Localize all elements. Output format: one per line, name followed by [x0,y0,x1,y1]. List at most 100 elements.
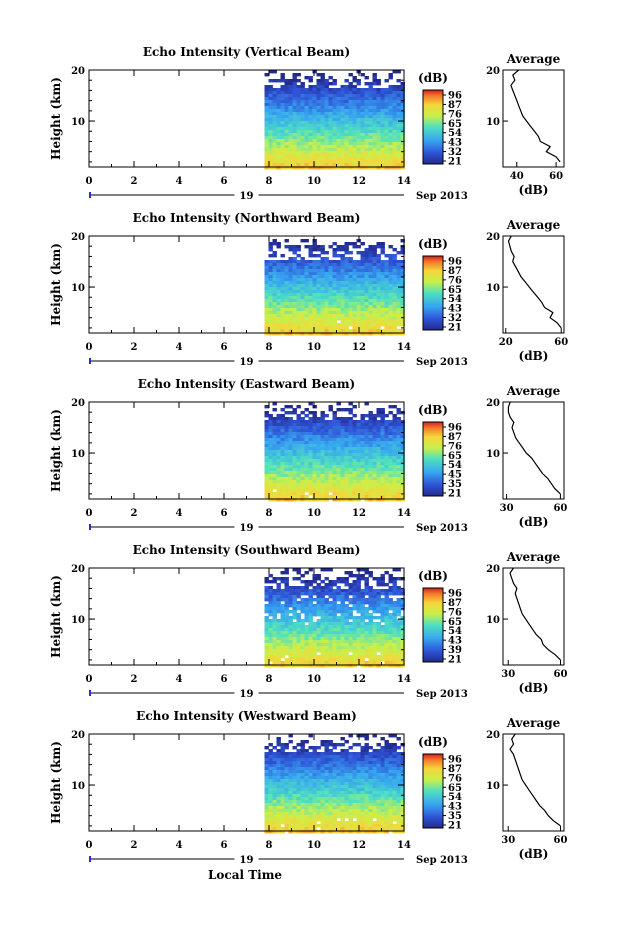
heatmap-cell [376,459,381,463]
heatmap-cell [320,444,325,448]
heatmap-cell [292,311,297,315]
heatmap-cell [332,580,337,584]
heatmap-cell [328,142,333,146]
heatmap-cell [276,435,281,439]
colorbar-tick-label: 54 [448,128,462,139]
heatmap-cell [268,465,273,469]
heatmap-cell [268,254,273,258]
heatmap-cell [392,764,397,768]
heatmap-cell [348,329,353,333]
heatmap-cell [356,278,361,282]
heatmap-cell [396,88,401,92]
heatmap-cell [316,136,321,140]
heatmap-cell [272,166,277,170]
heatmap-cell [396,115,401,119]
heatmap-cell [384,758,389,762]
heatmap-cell [328,112,333,116]
heatmap-cell [292,269,297,273]
heatmap-cell [284,616,289,620]
heatmap-cell [328,616,333,620]
heatmap-cell [388,477,393,481]
heatmap-cell [280,577,285,581]
heatmap-cell [332,640,337,644]
heatmap-cell [288,456,293,460]
heatmap-cell [360,649,365,653]
heatmap-cell [392,136,397,140]
heatmap-cell [288,296,293,300]
heatmap-cell [296,308,301,312]
heatmap-cell [352,115,357,119]
heatmap-cell [348,417,353,421]
heatmap-cell [352,130,357,134]
heatmap-cell [376,752,381,756]
heatmap-cell [268,420,273,424]
heatmap-cell [360,121,365,125]
heatmap-cell [372,296,377,300]
heatmap-cell [340,595,345,599]
heatmap-cell [292,423,297,427]
heatmap-cell [284,649,289,653]
heatmap-cell [356,480,361,484]
heatmap-cell [292,112,297,116]
heatmap-cell [264,296,269,300]
heatmap-cell [344,284,349,288]
heatmap-cell [316,293,321,297]
heatmap-cell [316,583,321,587]
heatmap-cell [384,483,389,487]
heatmap-cell [324,311,329,315]
heatmap-cell [372,311,377,315]
heatmap-cell [284,94,289,98]
heatmap-cell [328,631,333,635]
heatmap-cell [368,628,373,632]
heatmap-cell [268,453,273,457]
heatmap-cell [360,432,365,436]
heatmap-cell [280,631,285,635]
heatmap-cell [364,607,369,611]
heatmap-cell [396,163,401,167]
heatmap-cell [284,130,289,134]
heatmap-cell [268,263,273,267]
heatmap-cell [264,278,269,282]
colorbar [422,89,444,165]
heatmap-cell [396,480,401,484]
heatmap-cell [364,441,369,445]
heatmap-cell [356,758,361,762]
heatmap-cell [360,592,365,596]
heatmap-cell [308,438,313,442]
heatmap-cell [320,447,325,451]
heatmap-cell [400,281,405,285]
heatmap-cell [400,284,405,288]
heatmap-cell [356,779,361,783]
heatmap-cell [372,272,377,276]
heatmap-cell [284,281,289,285]
heatmap-cell [312,752,317,756]
heatmap-cell [388,450,393,454]
heatmap-cell [384,607,389,611]
heatmap-cell [312,133,317,137]
heatmap-cell [316,658,321,662]
heatmap-cell [264,752,269,756]
heatmap-cell [284,462,289,466]
heatmap-cell [284,583,289,587]
heatmap-cell [352,444,357,448]
heatmap-cell [292,498,297,502]
heatmap-cell [312,139,317,143]
heatmap-cell [280,94,285,98]
heatmap-cell [316,456,321,460]
heatmap-cell [300,782,305,786]
heatmap-cell [312,643,317,647]
heatmap-cell [328,634,333,638]
heatmap-cell [400,251,405,255]
heatmap-cell [380,646,385,650]
heatmap-cell [392,94,397,98]
heatmap-cell [308,323,313,327]
heatmap-cell [284,278,289,282]
heatmap-cell [376,474,381,478]
heatmap-cell [336,468,341,472]
heatmap-cell [336,586,341,590]
heatmap-cell [388,260,393,264]
heatmap-cell [272,441,277,445]
heatmap-cell [276,604,281,608]
heatmap-cell [356,266,361,270]
heatmap-cell [352,163,357,167]
